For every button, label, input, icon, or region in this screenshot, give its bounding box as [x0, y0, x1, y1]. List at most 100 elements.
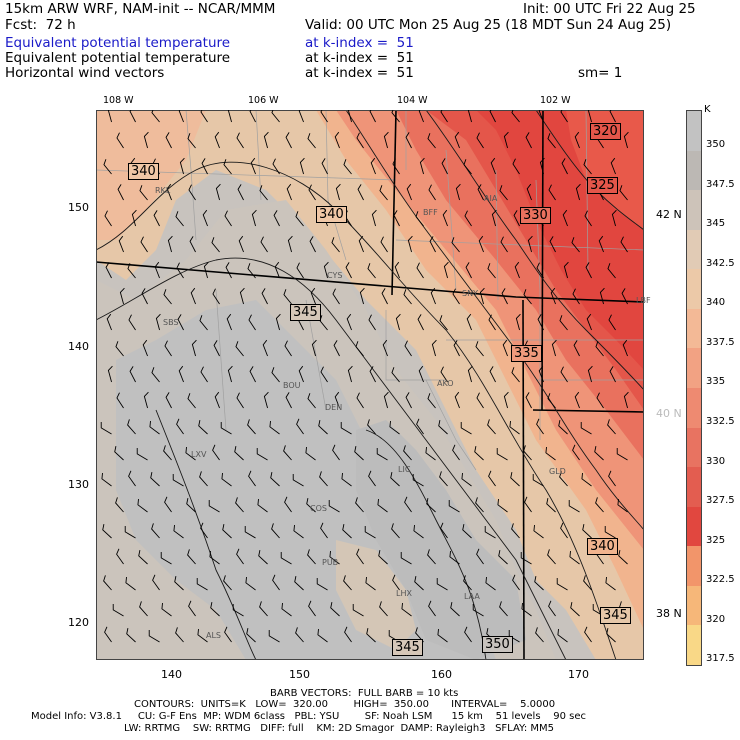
wind-barb — [248, 470, 256, 487]
wind-barb — [403, 289, 412, 305]
wind-barb — [607, 263, 616, 279]
wind-barb — [407, 235, 413, 253]
wind-barb — [129, 366, 136, 383]
wind-barb — [370, 157, 376, 175]
wind-barb — [383, 391, 389, 409]
city-lhx: LHX — [396, 589, 412, 598]
wind-barb — [454, 391, 460, 409]
wind-barb — [415, 211, 424, 227]
wind-barb — [328, 500, 340, 513]
wind-barb — [200, 366, 208, 383]
wind-barb — [208, 500, 220, 513]
wind-barb — [472, 604, 484, 617]
wind-barb — [223, 575, 232, 591]
wind-barb — [617, 498, 628, 513]
wind-barb — [355, 497, 364, 513]
x-label-170: 170 — [568, 668, 589, 681]
wind-barb — [187, 393, 196, 409]
colorbar-segment — [687, 625, 701, 665]
wind-barb — [131, 209, 137, 227]
wind-barbs — [100, 110, 629, 643]
wind-barb — [176, 262, 184, 279]
wind-barb — [582, 524, 592, 539]
wind-barb — [366, 628, 376, 643]
wind-barb — [347, 365, 353, 383]
wind-barb — [178, 365, 184, 383]
wind-barb — [449, 550, 460, 565]
wind-barb — [249, 366, 256, 383]
wind-barb — [200, 522, 208, 539]
city-sbs: SBS — [163, 318, 179, 327]
city-cys: CYS — [327, 271, 343, 280]
wind-barb — [199, 315, 208, 331]
wind-barb — [178, 110, 184, 123]
wind-barb — [210, 602, 220, 617]
wind-barb — [114, 446, 124, 461]
wind-barb — [537, 314, 544, 331]
wind-barb — [340, 422, 352, 435]
city-bou: BOU — [283, 381, 301, 390]
wind-barb — [525, 392, 532, 409]
wind-barb — [430, 287, 436, 305]
field1-level: at k-index = 51 — [305, 35, 414, 51]
wind-barb — [513, 210, 520, 227]
wind-barb — [332, 444, 340, 461]
contour-label-325: 325 — [587, 177, 618, 194]
wind-barb — [112, 604, 124, 617]
wind-barb — [443, 261, 449, 279]
wind-barb — [151, 367, 160, 383]
colorbar-segment — [687, 150, 701, 191]
wind-barb — [547, 133, 556, 149]
colorbar-segment — [687, 229, 701, 270]
wind-barb — [559, 471, 568, 487]
wind-barb — [284, 340, 292, 357]
wind-barb — [270, 472, 280, 487]
wind-barb — [141, 288, 148, 305]
wind-barb — [292, 474, 304, 487]
wind-barb — [406, 183, 412, 201]
barb-legend: BARB VECTORS: FULL BARB = 10 kts — [270, 688, 459, 699]
wind-barb — [487, 419, 496, 435]
wind-barb — [452, 444, 460, 461]
wind-barb — [136, 448, 148, 461]
model-info-physics: LW: RRTMG SW: RRTMG DIFF: full KM: 2D Sm… — [124, 723, 554, 734]
wind-barb — [106, 313, 112, 331]
wind-barb — [285, 392, 292, 409]
wind-barb — [503, 391, 509, 409]
wind-barb — [487, 263, 496, 279]
wind-barb — [391, 110, 400, 123]
wind-barb — [116, 548, 124, 565]
wind-barb — [126, 628, 136, 643]
wind-barb — [484, 526, 496, 539]
wind-barb — [164, 496, 172, 513]
contour-label-340-se: 340 — [587, 538, 618, 555]
wind-barb — [415, 627, 424, 643]
wind-barb — [172, 474, 184, 487]
wind-barb — [448, 500, 460, 513]
wind-barb — [413, 524, 424, 539]
wind-barb — [511, 523, 520, 539]
wind-barb — [224, 210, 232, 227]
wind-barb — [214, 391, 220, 409]
city-als: ALS — [206, 631, 222, 640]
field1-name: Equivalent potential temperature — [5, 35, 231, 51]
wind-barb — [586, 313, 592, 331]
wind-barb — [364, 526, 376, 539]
wind-barb — [151, 110, 160, 123]
wind-barb — [148, 630, 160, 643]
wind-barb — [572, 288, 580, 305]
wind-barb — [247, 419, 256, 435]
wind-barb — [220, 422, 232, 435]
wind-barb — [316, 578, 328, 591]
wind-barb — [491, 209, 497, 227]
wind-barb — [175, 211, 184, 227]
wind-barb — [607, 419, 616, 435]
lat-label-38n: 38 N — [656, 607, 682, 620]
lon-label-102w: 102 W — [540, 95, 571, 106]
wind-barb — [511, 367, 520, 383]
wind-barb — [143, 391, 149, 409]
wind-barb — [103, 575, 112, 591]
wind-barb — [379, 601, 388, 617]
wind-barb — [202, 209, 208, 227]
wind-barb — [489, 110, 496, 123]
